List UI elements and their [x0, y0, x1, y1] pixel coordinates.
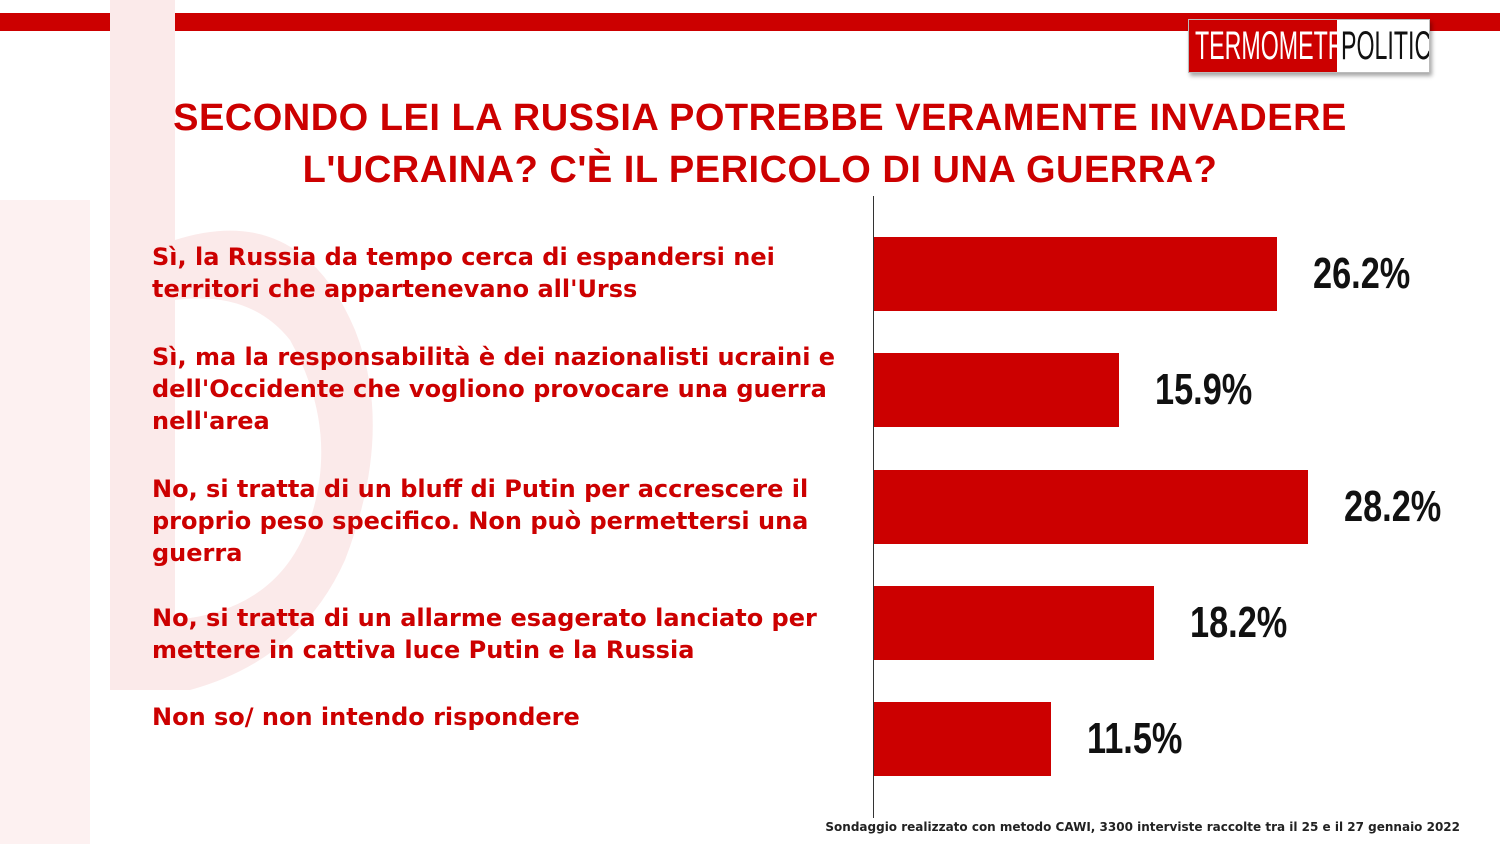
category-label: Sì, ma la responsabilità è dei nazionali…	[152, 343, 836, 435]
category-label: Non so/ non intendo rispondere	[152, 703, 580, 731]
bar	[874, 353, 1119, 427]
background-watermark	[0, 0, 373, 844]
logo-red-block	[1189, 20, 1337, 72]
bar	[874, 237, 1277, 311]
top-red-band	[0, 13, 1500, 31]
bar-value-label: 18.2%	[1190, 598, 1288, 647]
bar	[874, 470, 1308, 544]
bar-value-label: 15.9%	[1155, 365, 1253, 414]
category-label: Sì, la Russia da tempo cerca di espander…	[152, 243, 775, 303]
bar-value-label: 26.2%	[1313, 249, 1411, 298]
logo-text-politico: POLITICO	[1341, 24, 1430, 68]
bar-value-label: 11.5%	[1087, 714, 1183, 763]
logo-text-termometro: TERMOMETRO	[1195, 24, 1363, 68]
termometro-politico-logo: TERMOMETRO POLITICO	[1188, 19, 1430, 73]
category-label: No, si tratta di un bluff di Putin per a…	[152, 475, 809, 567]
chart-title: SECONDO LEI LA RUSSIA POTREBBE VERAMENTE…	[173, 97, 1347, 191]
category-label: No, si tratta di un allarme esagerato la…	[152, 604, 817, 664]
category-axis-line	[873, 196, 874, 818]
bar	[874, 586, 1154, 660]
bar-value-label: 28.2%	[1344, 482, 1442, 531]
bar	[874, 702, 1051, 776]
survey-footnote: Sondaggio realizzato con metodo CAWI, 33…	[825, 820, 1460, 834]
